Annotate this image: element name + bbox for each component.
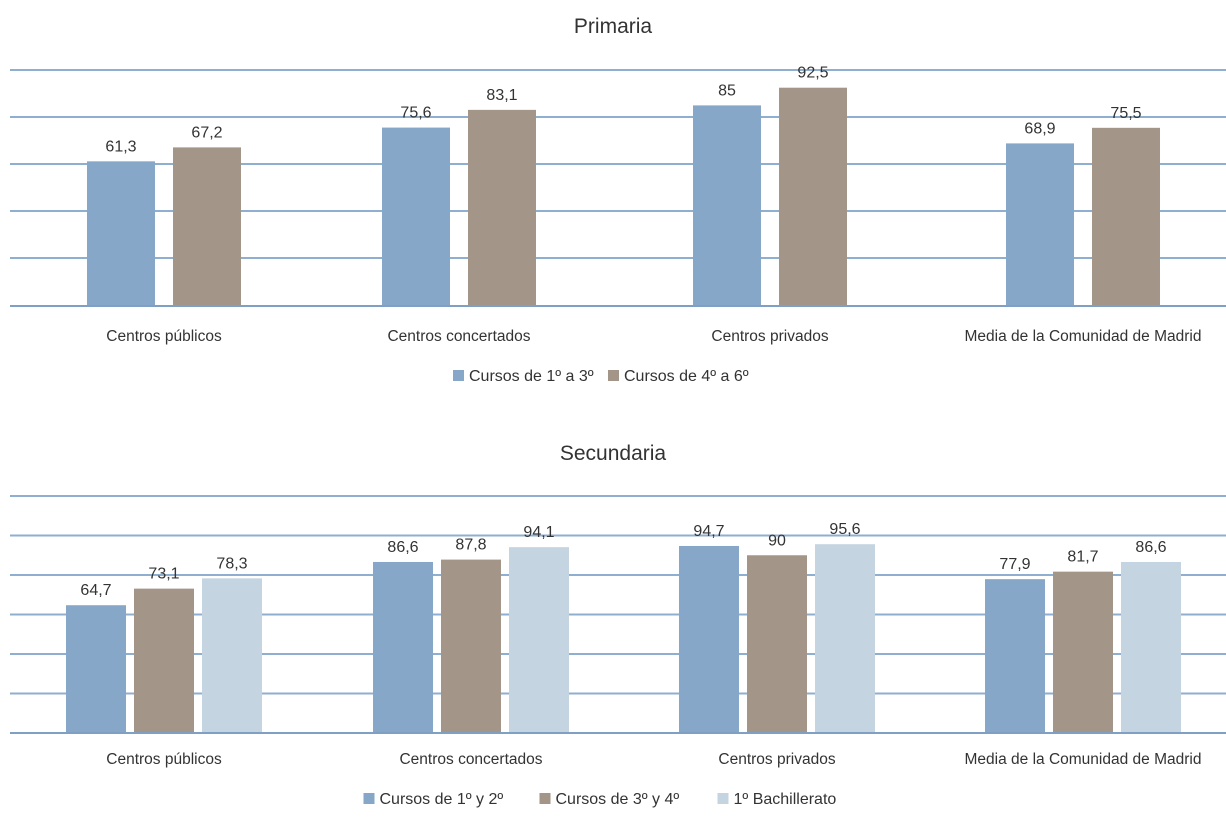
bar — [985, 579, 1045, 733]
bar — [815, 544, 875, 733]
bar — [779, 87, 847, 306]
bar — [441, 559, 501, 733]
chart-secundaria: Secundaria 64,7 73,1 78,3 Centros públicos 86… — [10, 442, 1226, 808]
bar — [1006, 143, 1074, 306]
data-label: 87,8 — [455, 537, 486, 554]
category-label: Media de la Comunidad de Madrid — [965, 751, 1202, 768]
bar — [679, 545, 739, 733]
data-label: 77,9 — [999, 556, 1030, 573]
legend-label: Cursos de 3º y 4º — [556, 791, 680, 808]
data-label: 61,3 — [105, 138, 136, 155]
data-label: 64,7 — [80, 582, 111, 599]
bar — [1053, 571, 1113, 733]
chart-primaria: Primaria 61,3 67,2 Centros públicos 75,6 83,1… — [10, 15, 1226, 385]
bar — [747, 555, 807, 733]
legend-swatch — [717, 793, 729, 804]
bar — [1121, 561, 1181, 733]
bar — [134, 588, 194, 733]
category-label: Centros concertados — [399, 751, 542, 768]
data-label: 95,6 — [829, 521, 860, 538]
data-label: 75,6 — [400, 105, 431, 122]
bar — [373, 561, 433, 733]
bar — [509, 547, 569, 733]
data-label: 81,7 — [1067, 549, 1098, 566]
category-label: Centros privados — [718, 751, 835, 768]
legend-swatch — [608, 370, 619, 381]
data-label: 86,6 — [387, 539, 418, 556]
legend-label: 1º Bachillerato — [734, 791, 837, 808]
category-label: Centros concertados — [387, 328, 530, 345]
data-label: 75,5 — [1110, 105, 1141, 122]
category-label: Centros públicos — [106, 328, 222, 345]
legend-label: Cursos de 1º y 2º — [380, 791, 504, 808]
bar — [382, 127, 450, 306]
bar — [173, 147, 241, 306]
data-label: 92,5 — [797, 65, 828, 82]
data-label: 68,9 — [1024, 120, 1055, 137]
legend-swatch — [539, 793, 551, 804]
data-label: 86,6 — [1135, 539, 1166, 556]
bar — [87, 161, 155, 306]
bar — [693, 105, 761, 307]
category-label: Centros públicos — [106, 751, 222, 768]
category-label: Centros privados — [711, 328, 828, 345]
bar — [468, 109, 536, 306]
chart-title: Secundaria — [560, 442, 667, 465]
chart-title: Primaria — [574, 15, 652, 38]
category-label: Media de la Comunidad de Madrid — [965, 328, 1202, 345]
legend-label: Cursos de 4º a 6º — [624, 368, 749, 385]
bar — [66, 605, 126, 733]
bar — [1092, 127, 1160, 306]
data-label: 67,2 — [191, 124, 222, 141]
data-label: 83,1 — [486, 87, 517, 104]
data-label: 85 — [718, 82, 736, 99]
data-label: 78,3 — [216, 555, 247, 572]
legend-label: Cursos de 1º a 3º — [469, 368, 594, 385]
data-label: 90 — [768, 532, 786, 549]
data-label: 94,7 — [693, 523, 724, 540]
data-label: 94,1 — [523, 524, 554, 541]
data-label: 73,1 — [148, 566, 179, 583]
bar — [202, 578, 262, 733]
legend-swatch — [453, 370, 464, 381]
legend-swatch — [363, 793, 375, 804]
